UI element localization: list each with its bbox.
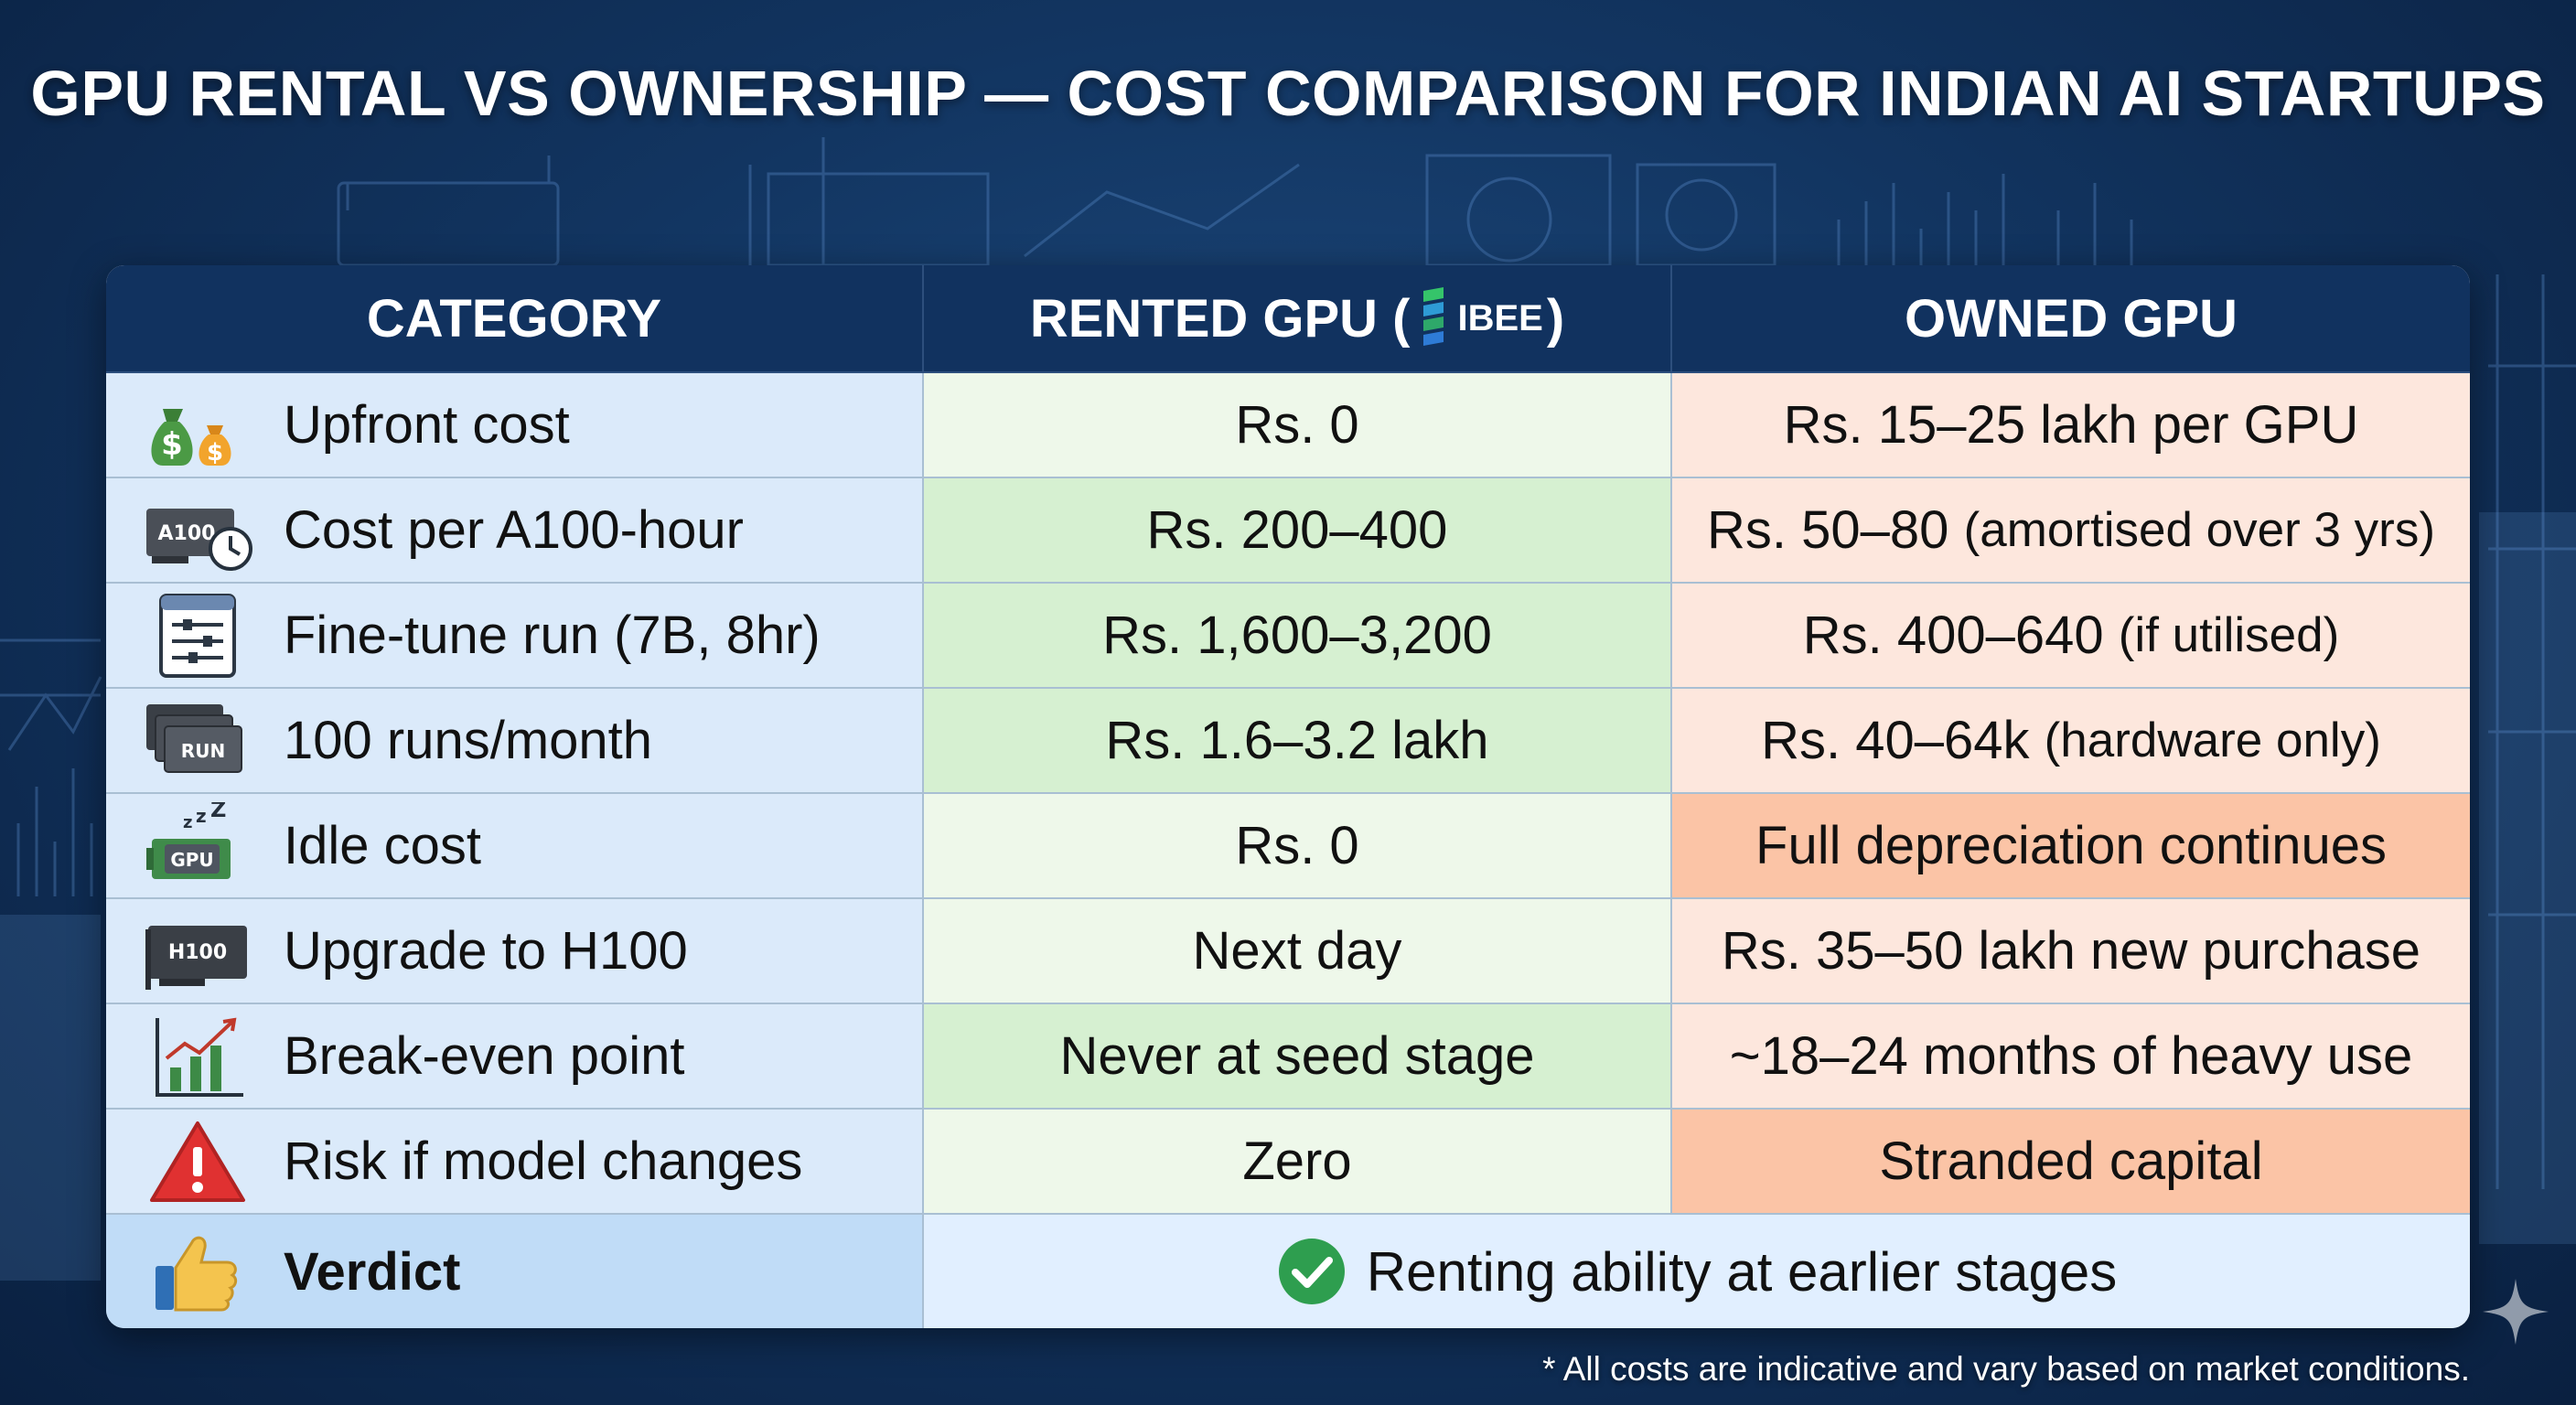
ibee-logo-icon: [1422, 287, 1444, 346]
svg-text:A100: A100: [158, 522, 216, 545]
owned-upfront-cost: Rs. 15–25 lakh per GPU: [1672, 373, 2470, 478]
svg-text:$: $: [207, 439, 223, 467]
header-rented-suffix: ): [1546, 288, 1565, 349]
category-break-even: Break-even point: [106, 1004, 924, 1110]
category-label: Cost per A100-hour: [284, 500, 744, 560]
verdict-text-cell: Renting ability at earlier stages: [924, 1215, 2470, 1328]
owned-upgrade: Rs. 35–50 lakh new purchase: [1672, 899, 2470, 1004]
category-risk: Risk if model changes: [106, 1110, 924, 1215]
money-bags-icon: $ $: [143, 381, 252, 469]
page-title: GPU RENTAL VS OWNERSHIP — COST COMPARISO…: [30, 58, 2546, 129]
category-runs-per-month: RUN 100 runs/month: [106, 689, 924, 794]
owned-note: (if utilised): [2118, 608, 2340, 662]
category-label: Upfront cost: [284, 395, 570, 455]
footnote: * All costs are indicative and vary base…: [1542, 1350, 2470, 1388]
category-upfront-cost: $ $ Upfront cost: [106, 373, 924, 478]
category-label: Break-even point: [284, 1026, 685, 1086]
category-label: Upgrade to H100: [284, 921, 688, 981]
rented-upfront-cost: Rs. 0: [924, 373, 1672, 478]
comparison-table: CATEGORY RENTED GPU ( IBEE ) OWNED GPU $…: [106, 265, 2470, 1328]
gpu-card-icon: H100: [143, 907, 252, 995]
owned-cost-per-hour: Rs. 50–80 (amortised over 3 yrs): [1672, 478, 2470, 584]
svg-text:Z: Z: [210, 802, 226, 822]
owned-value: Rs. 40–64k: [1761, 711, 2030, 770]
check-circle-icon: [1278, 1239, 1345, 1304]
header-rented-gpu: RENTED GPU ( IBEE ): [924, 265, 1672, 373]
owned-value: Rs. 400–640: [1802, 606, 2104, 665]
header-owned-gpu: OWNED GPU: [1672, 265, 2470, 373]
owned-idle-cost: Full depreciation continues: [1672, 794, 2470, 899]
ibee-logo-text: IBEE: [1457, 297, 1543, 338]
category-cost-per-hour: A100 Cost per A100-hour: [106, 478, 924, 584]
category-upgrade: H100 Upgrade to H100: [106, 899, 924, 1004]
ibee-logo: IBEE: [1418, 285, 1543, 351]
settings-sliders-icon: [143, 592, 252, 680]
svg-text:$: $: [161, 426, 183, 463]
sleeping-gpu-icon: z z Z GPU: [143, 802, 252, 890]
svg-text:GPU: GPU: [170, 849, 213, 871]
rented-cost-per-hour: Rs. 200–400: [924, 478, 1672, 584]
category-idle-cost: z z Z GPU Idle cost: [106, 794, 924, 899]
owned-note: (amortised over 3 yrs): [1963, 503, 2435, 557]
svg-text:z: z: [196, 805, 207, 827]
owned-runs-per-month: Rs. 40–64k (hardware only): [1672, 689, 2470, 794]
category-label: Idle cost: [284, 816, 481, 875]
rented-fine-tune-run: Rs. 1,600–3,200: [924, 584, 1672, 689]
rented-runs-per-month: Rs. 1.6–3.2 lakh: [924, 689, 1672, 794]
svg-text:z: z: [183, 813, 192, 832]
sparkle-icon: [2483, 1279, 2549, 1345]
growth-chart-icon: [143, 1013, 252, 1100]
owned-fine-tune-run: Rs. 400–640 (if utilised): [1672, 584, 2470, 689]
svg-text:H100: H100: [168, 941, 227, 964]
owned-break-even: ~18–24 months of heavy use: [1672, 1004, 2470, 1110]
thumbs-up-icon: [143, 1228, 252, 1315]
category-label: Risk if model changes: [284, 1132, 803, 1191]
stacked-runs-icon: RUN: [143, 697, 252, 785]
header-category: CATEGORY: [106, 265, 924, 373]
gpu-clock-icon: A100: [143, 487, 252, 574]
owned-risk: Stranded capital: [1672, 1110, 2470, 1215]
owned-note: (hardware only): [2044, 713, 2381, 767]
category-label: Fine-tune run (7B, 8hr): [284, 606, 821, 665]
rented-upgrade: Next day: [924, 899, 1672, 1004]
svg-text:RUN: RUN: [181, 740, 225, 762]
verdict-text: Renting ability at earlier stages: [1366, 1240, 2118, 1303]
rented-break-even: Never at seed stage: [924, 1004, 1672, 1110]
owned-value: Rs. 50–80: [1707, 500, 1949, 560]
rented-risk: Zero: [924, 1110, 1672, 1215]
category-label: 100 runs/month: [284, 711, 653, 770]
category-fine-tune-run: Fine-tune run (7B, 8hr): [106, 584, 924, 689]
verdict-label-cell: Verdict: [106, 1215, 924, 1328]
rented-idle-cost: Rs. 0: [924, 794, 1672, 899]
header-rented-prefix: RENTED GPU (: [1029, 288, 1411, 349]
verdict-label: Verdict: [284, 1241, 461, 1302]
warning-icon: [143, 1118, 252, 1206]
